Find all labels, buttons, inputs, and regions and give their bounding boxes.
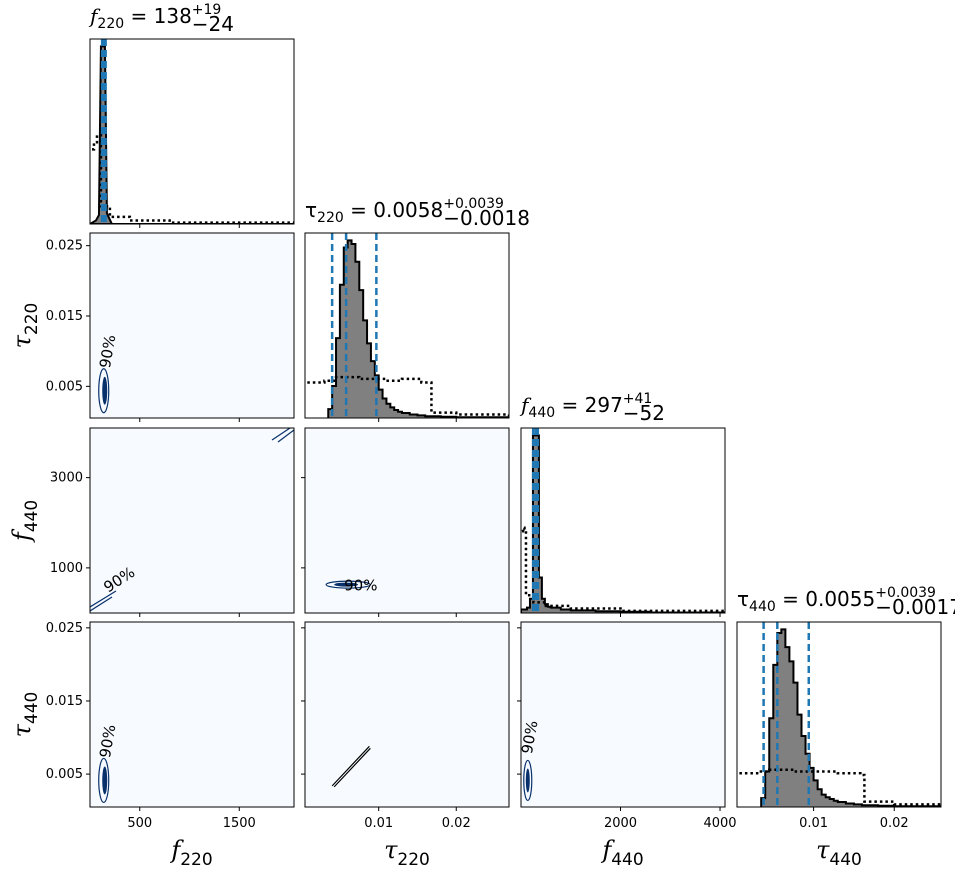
panel-bg xyxy=(90,233,294,418)
scatter-panel-f220-tau440: 90% xyxy=(89,621,295,808)
panel-title-tau440: τ440 = 0.0055+0.0039 xyxy=(737,585,936,615)
y-axis-label-tau440: τ440 xyxy=(8,692,42,738)
panel-frame xyxy=(89,38,295,225)
panel-frame xyxy=(89,232,295,419)
contour-label: 90% xyxy=(96,723,120,759)
prior-hist xyxy=(307,375,509,417)
panel-title-minus-tau440: −0.0017 xyxy=(875,595,955,619)
x-tick-label: 1500 xyxy=(223,816,256,831)
scatter-panel-f220-tau220: 90% xyxy=(89,232,295,419)
panel-bg xyxy=(305,622,509,807)
contour-upper xyxy=(271,428,291,441)
y-tick-label: 3000 xyxy=(50,471,83,486)
contour-inner xyxy=(102,766,108,795)
contour-inner xyxy=(334,582,359,587)
panel-title-minus-f440: −52 xyxy=(623,401,665,425)
panel-bg xyxy=(90,428,294,613)
contour-90-b xyxy=(90,590,117,608)
posterior-hist xyxy=(521,434,725,613)
panel-frame xyxy=(736,621,942,808)
panel-bg xyxy=(521,622,725,807)
x-tick-label: 0.01 xyxy=(799,816,828,831)
x-axis-label-f440: f440 xyxy=(600,836,643,870)
y-tick-label: 0.005 xyxy=(46,379,83,394)
scatter-panel-f440-tau440: 90% xyxy=(518,621,726,808)
panel-frame xyxy=(520,621,726,808)
x-tick-label: 0.01 xyxy=(364,816,393,831)
scatter-panel-f220-f440: 90% xyxy=(89,427,295,614)
posterior-hist-fill xyxy=(521,435,725,613)
panel-frame xyxy=(304,621,510,808)
y-tick-label: 0.015 xyxy=(46,694,83,709)
contour-inner xyxy=(525,768,530,793)
x-tick-label: 0.02 xyxy=(880,816,909,831)
posterior-hist-fill xyxy=(328,240,509,418)
contour-90 xyxy=(90,596,113,612)
x-axis-label-tau220: τ220 xyxy=(384,836,430,870)
panel-frame xyxy=(89,621,295,808)
hist-panel-f220 xyxy=(89,38,295,225)
contour-90-b xyxy=(333,747,371,788)
ticks: 500 1500 0.01 0.02 2000 4000 0.01 0.02 0.005 0.01… xyxy=(46,224,909,831)
panel-frame xyxy=(304,427,510,614)
contour-90 xyxy=(331,745,370,787)
y-axis-label-f440: f440 xyxy=(8,500,42,543)
contour-label: 90% xyxy=(96,333,120,369)
y-tick-label: 0.025 xyxy=(46,621,83,636)
panel-title-minus-f220: −24 xyxy=(192,12,234,36)
panel-bg xyxy=(90,622,294,807)
posterior-hist xyxy=(90,45,294,224)
scatter-panel-tau220-f440: 90% xyxy=(304,427,510,614)
scatter-panel-tau220-tau440 xyxy=(304,621,510,808)
hist-panel-f440 xyxy=(520,427,726,614)
panel-title-tau220: τ220 = 0.0058+0.0039 xyxy=(305,196,504,226)
x-tick-label: 4000 xyxy=(703,816,736,831)
panel-title-f440: f440 = 297+41 xyxy=(519,391,652,421)
x-axis-label-tau440: τ440 xyxy=(816,836,862,870)
hist-panel-tau220 xyxy=(304,232,510,419)
y-tick-label: 0.015 xyxy=(46,309,83,324)
contour-upper-b xyxy=(277,429,294,443)
y-tick-label: 0.025 xyxy=(46,239,83,254)
contour-label: 90% xyxy=(518,719,542,755)
contour-90 xyxy=(98,757,110,804)
prior-hist xyxy=(739,768,941,806)
panel-frame xyxy=(520,427,726,614)
contour-90 xyxy=(98,368,110,414)
panel-frame xyxy=(89,427,295,614)
contour-90 xyxy=(325,580,371,589)
panel-bg xyxy=(305,428,509,613)
posterior-hist xyxy=(327,239,509,418)
x-axis-label-f220: f220 xyxy=(169,836,212,870)
posterior-hist-fill xyxy=(761,629,941,807)
y-tick-label: 0.005 xyxy=(46,767,83,782)
panel-title-minus-tau220: −0.0018 xyxy=(443,206,530,230)
prior-hist xyxy=(521,526,725,613)
panel-frame xyxy=(304,232,510,419)
x-tick-label: 500 xyxy=(127,816,152,831)
y-tick-label: 1000 xyxy=(50,561,83,576)
hist-panel-tau440 xyxy=(736,621,942,808)
x-tick-label: 0.02 xyxy=(442,816,471,831)
contour-90 xyxy=(523,759,533,802)
contour-label: 90% xyxy=(344,577,377,595)
prior-hist xyxy=(91,133,294,224)
x-tick-label: 2000 xyxy=(604,816,637,831)
contour-inner xyxy=(102,376,108,405)
y-axis-label-tau220: τ220 xyxy=(8,303,42,349)
